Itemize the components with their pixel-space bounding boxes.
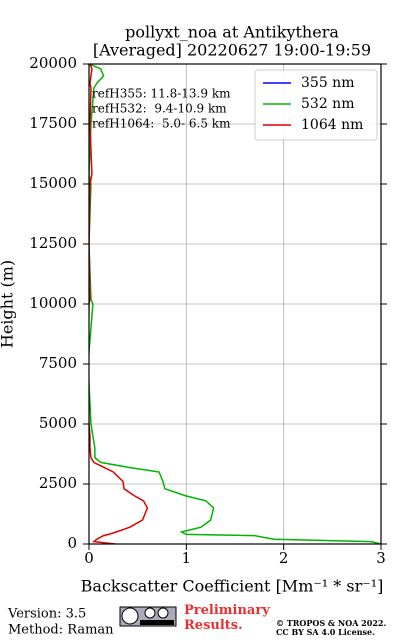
x-tick-label: 0 xyxy=(84,549,94,567)
cc-logo xyxy=(119,606,177,627)
annotation: refH532: 9.4-10.9 km xyxy=(92,102,227,116)
annotation: refH1064: 5.0- 6.5 km xyxy=(92,117,231,131)
copyright: © TROPOS & NOA 2022. xyxy=(276,618,386,628)
chart-subtitle: [Averaged] 20220627 19:00-19:59 xyxy=(93,41,371,60)
y-tick-label: 0 xyxy=(67,534,77,552)
legend-label: 355 nm xyxy=(301,75,354,91)
y-tick-label: 5000 xyxy=(39,414,77,432)
x-axis-label: Backscatter Coefficient [Mm⁻¹ * sr⁻¹] xyxy=(81,577,384,596)
y-axis-label: Height (m) xyxy=(0,260,17,348)
notice-text: Results. xyxy=(184,618,243,633)
series-line xyxy=(89,64,149,544)
plot-frame xyxy=(88,63,382,545)
version: Version: 3.5 xyxy=(7,607,86,622)
legend-label: 532 nm xyxy=(301,96,354,112)
x-tick-label: 3 xyxy=(376,549,386,567)
y-tick-label: 17500 xyxy=(29,114,77,132)
notice: Preliminary Results. xyxy=(184,603,270,633)
y-tick-label: 15000 xyxy=(29,174,77,192)
y-tick-label: 10000 xyxy=(29,294,77,312)
y-tick-label: 2500 xyxy=(39,474,77,492)
plot-lines xyxy=(89,64,381,544)
y-tick-label: 7500 xyxy=(39,354,77,372)
legend-box xyxy=(254,69,378,141)
license: CC BY SA 4.0 License. xyxy=(276,627,375,637)
x-tick-label: 2 xyxy=(279,549,289,567)
notice-text: Preliminary xyxy=(184,603,270,618)
chart-title: pollyxt_noa at Antikythera xyxy=(125,23,339,42)
x-tick-label: 1 xyxy=(182,549,192,567)
method: Method: Raman xyxy=(8,623,114,638)
annotation: refH355: 11.8-13.9 km xyxy=(92,87,231,101)
y-tick-label: 12500 xyxy=(29,234,77,252)
legend-label: 1064 nm xyxy=(301,117,363,133)
y-tick-label: 20000 xyxy=(29,54,77,72)
